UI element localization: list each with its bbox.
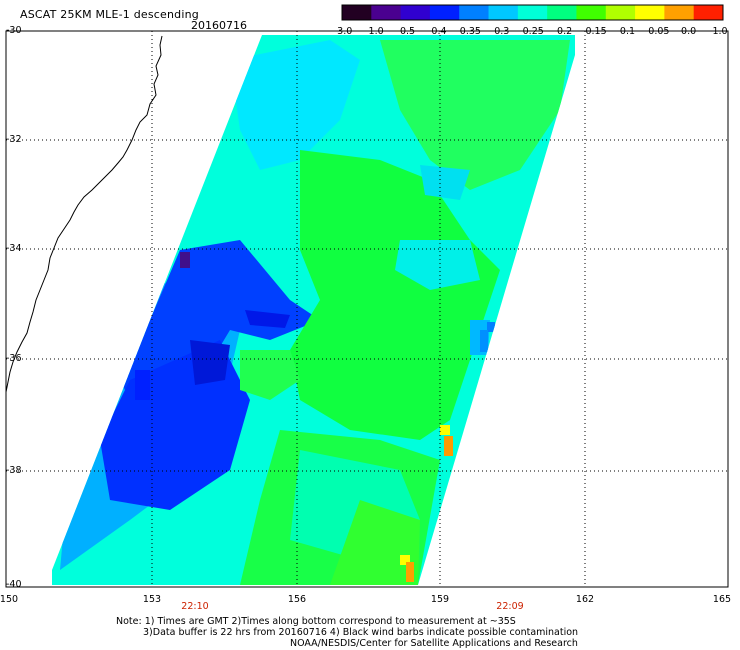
note-line-3: NOAA/NESDIS/Center for Satellite Applica… (290, 638, 578, 649)
note-line-1: Note: 1) Times are GMT 2)Times along bot… (116, 616, 516, 627)
colorbar-label: -3.0 (333, 26, 353, 37)
colorbar-label: -1.0 (365, 26, 384, 37)
note-line-2: 3)Data buffer is 22 hrs from 20160716 4)… (143, 627, 579, 638)
colorbar-label: -0.3 (490, 26, 510, 37)
colorbar-swatch (429, 5, 460, 20)
lon-label-150: 150 (0, 594, 19, 605)
lon-label-156: 156 (287, 594, 307, 605)
colorbar-label: -0.2 (553, 26, 573, 37)
colorbar-swatch (488, 5, 519, 20)
colorbar-label: -0.4 (427, 26, 447, 37)
colorbar-label: -0.15 (582, 26, 607, 37)
map-title: ASCAT 25KM MLE-1 descending (20, 8, 199, 21)
lat-label-40: -40 (6, 579, 22, 590)
colorbar-label: -0.5 (396, 26, 416, 37)
lat-label-36: -36 (6, 353, 22, 364)
colorbar-label: -0.05 (644, 26, 670, 37)
lat-label-38: -38 (6, 465, 22, 476)
colorbar-swatch (459, 5, 490, 20)
colorbar-swatch (371, 5, 402, 20)
colorbar-swatch (664, 5, 695, 20)
colorbar-border (341, 4, 724, 21)
colorbar-label: 1.0 (712, 26, 728, 37)
coastline (5, 35, 163, 393)
lon-label-159: 159 (430, 594, 450, 605)
colorbar-swatch (400, 5, 431, 20)
colorbar-swatch (547, 5, 577, 20)
colorbar-swatch (342, 5, 372, 20)
time-label-2: 22:09 (496, 601, 524, 612)
time-label-1: 22:10 (181, 601, 209, 612)
lon-label-153: 153 (142, 594, 162, 605)
lat-label-32: -32 (6, 134, 22, 145)
colorbar-swatch (693, 5, 724, 20)
colorbar-label: -0.1 (616, 26, 636, 37)
colorbar-swatch (635, 5, 665, 20)
colorbar-label: 0.0 (681, 26, 697, 37)
colorbar-swatch (517, 5, 548, 20)
colorbar-swatch (605, 5, 636, 20)
lat-label-34: -34 (6, 243, 22, 254)
colorbar-label: -0.35 (456, 26, 481, 37)
map-date: 20160716 (191, 19, 247, 32)
colorbar-label: -0.25 (519, 26, 544, 37)
colorbar-swatch (576, 5, 607, 20)
lon-label-165: 165 (712, 594, 732, 605)
colorbar (341, 4, 724, 21)
lon-label-162: 162 (575, 594, 595, 605)
grid-lines (6, 31, 728, 587)
lat-label-30: -30 (6, 25, 22, 36)
